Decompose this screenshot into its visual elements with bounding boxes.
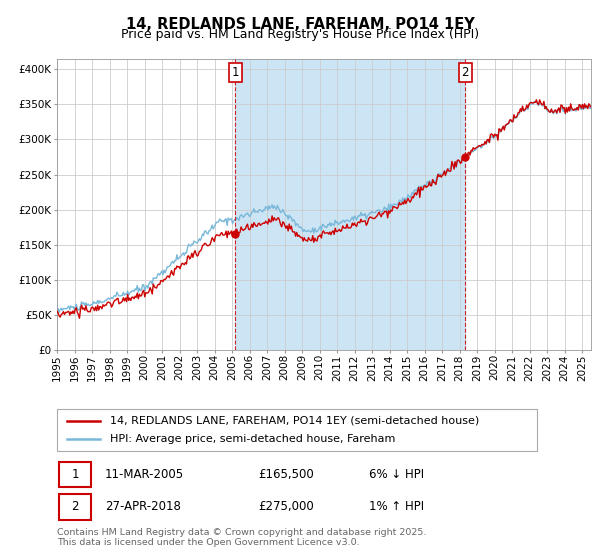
Text: 27-APR-2018: 27-APR-2018 [105,500,181,514]
Text: 11-MAR-2005: 11-MAR-2005 [105,468,184,481]
Text: HPI: Average price, semi-detached house, Fareham: HPI: Average price, semi-detached house,… [110,434,395,444]
Text: 14, REDLANDS LANE, FAREHAM, PO14 1EY: 14, REDLANDS LANE, FAREHAM, PO14 1EY [125,17,475,32]
Text: Contains HM Land Registry data © Crown copyright and database right 2025.
This d: Contains HM Land Registry data © Crown c… [57,528,427,547]
Text: 2: 2 [71,500,79,514]
Text: 1: 1 [232,66,239,79]
Text: Price paid vs. HM Land Registry's House Price Index (HPI): Price paid vs. HM Land Registry's House … [121,28,479,41]
Text: 1% ↑ HPI: 1% ↑ HPI [369,500,424,514]
Text: 2: 2 [461,66,469,79]
Text: 1: 1 [71,468,79,481]
Bar [59,462,91,487]
Bar [235,59,465,350]
Text: £165,500: £165,500 [259,468,314,481]
Bar [59,494,91,520]
Text: 6% ↓ HPI: 6% ↓ HPI [369,468,424,481]
Text: £275,000: £275,000 [259,500,314,514]
Text: 14, REDLANDS LANE, FAREHAM, PO14 1EY (semi-detached house): 14, REDLANDS LANE, FAREHAM, PO14 1EY (se… [110,416,479,426]
